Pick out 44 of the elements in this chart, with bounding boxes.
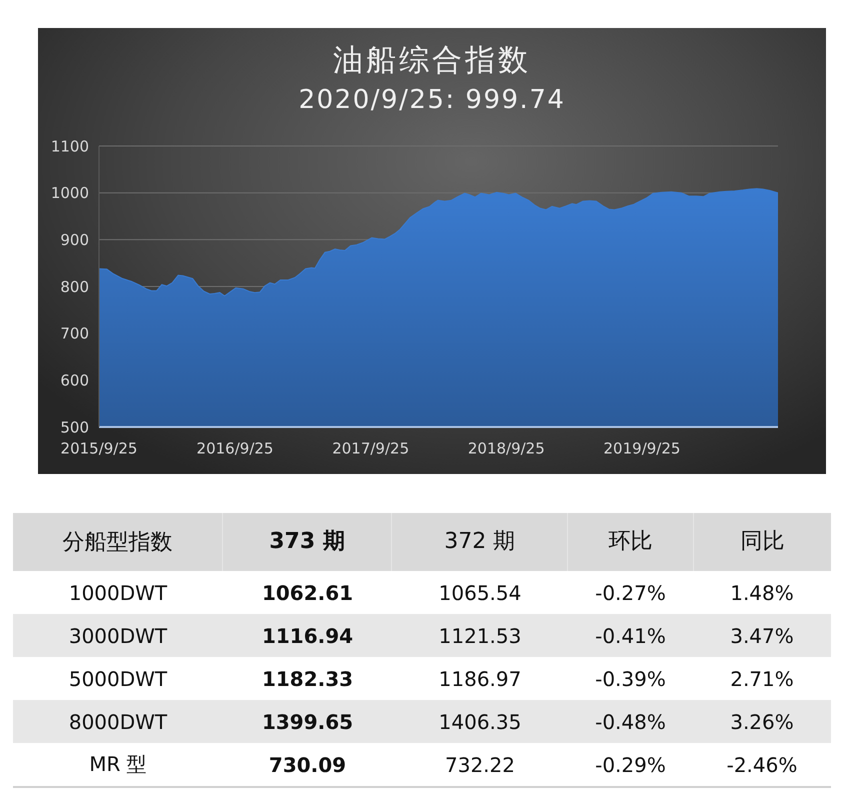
text: -0.41% xyxy=(595,624,666,648)
category-label: MR 型 xyxy=(89,752,147,776)
text: 1399.65 xyxy=(262,710,354,734)
category-label: 372 期 xyxy=(391,513,568,571)
text: 1406.35 xyxy=(438,710,522,734)
text: -0.39% xyxy=(595,666,666,690)
y-tick-label: 900 xyxy=(60,230,89,249)
text: 1121.53 xyxy=(438,624,522,648)
text: 1182.33 xyxy=(262,666,354,690)
x-tick-label: 2018/9/25 xyxy=(468,440,545,458)
y-tick-label: 700 xyxy=(60,324,89,343)
text: 1065.54 xyxy=(438,580,522,604)
x-tick-label: 2016/9/25 xyxy=(196,440,274,458)
category-label: 环比 xyxy=(567,513,693,571)
category-label: 5000DWT xyxy=(68,666,168,690)
text: 2.71% xyxy=(730,666,794,690)
y-tick-label: 1000 xyxy=(50,184,89,202)
text: 732.22 xyxy=(445,752,515,776)
text: -0.48% xyxy=(595,710,666,734)
text: 1116.94 xyxy=(262,624,354,648)
text: 1186.97 xyxy=(438,666,522,690)
category-label: 8000DWT xyxy=(68,710,168,734)
text: -2.46% xyxy=(726,752,798,776)
y-tick-label: 600 xyxy=(60,371,89,390)
x-tick-label: 2017/9/25 xyxy=(332,440,410,458)
x-tick-label: 2019/9/25 xyxy=(604,440,680,458)
category-label: 3000DWT xyxy=(68,624,168,648)
y-tick-label: 500 xyxy=(60,418,89,436)
y-tick-label: 1100 xyxy=(50,137,89,156)
y-tick-label: 800 xyxy=(60,278,89,296)
text: -0.27% xyxy=(595,580,666,604)
chart-subtitle: 2020/9/25: 999.74 xyxy=(298,84,566,117)
chart-title: 油船综合指数 xyxy=(332,42,532,80)
text: 3.26% xyxy=(730,710,794,734)
x-tick-label: 2015/9/25 xyxy=(60,440,138,458)
text: 1.48% xyxy=(730,580,794,604)
text: 3.47% xyxy=(730,624,794,648)
category-label: 同比 xyxy=(692,513,831,571)
text: 1062.61 xyxy=(262,580,354,604)
text: 730.09 xyxy=(268,752,346,776)
category-label: 373 期 xyxy=(222,513,392,571)
text: -0.29% xyxy=(595,752,666,776)
category-label: 1000DWT xyxy=(68,580,168,604)
text: 分船型指数 xyxy=(61,529,174,557)
